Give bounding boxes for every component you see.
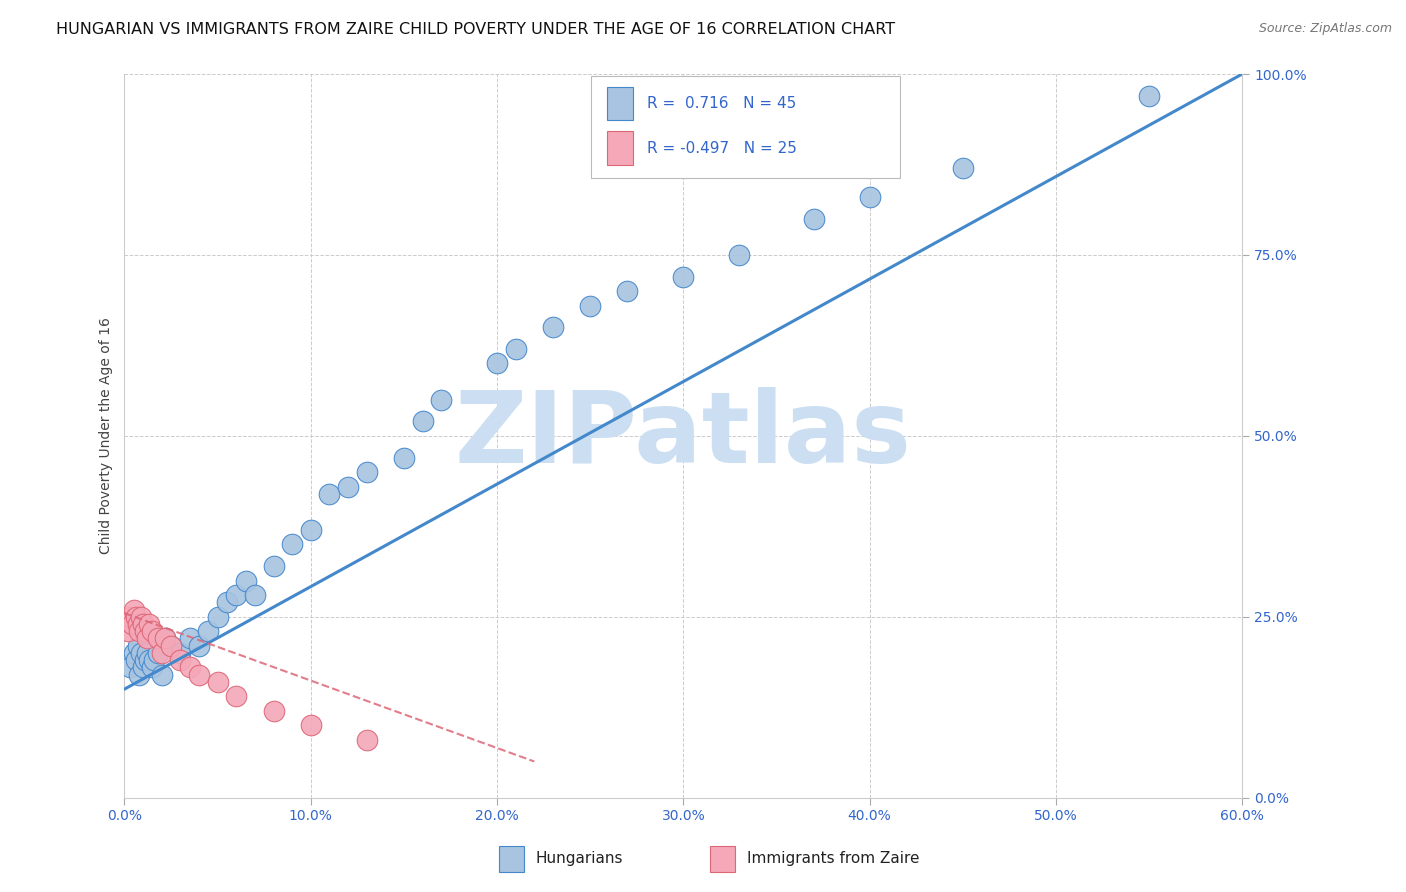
Point (179, 660, 201, 674)
Point (124, 653, 146, 667)
Point (412, 414, 434, 428)
Text: Hungarians: Hungarians (536, 852, 623, 866)
Y-axis label: Child Poverty Under the Age of 16: Child Poverty Under the Age of 16 (100, 318, 114, 554)
Point (146, 646, 169, 660)
Point (134, 624, 156, 639)
Point (132, 617, 155, 632)
Point (146, 632, 169, 646)
Point (188, 639, 211, 653)
Point (150, 667, 173, 681)
Point (138, 617, 160, 632)
Point (129, 646, 152, 660)
Point (134, 653, 156, 667)
Point (127, 617, 149, 632)
Point (803, 211, 825, 226)
Text: R =  0.716   N = 45: R = 0.716 N = 45 (647, 96, 796, 111)
Point (281, 537, 304, 551)
Point (235, 574, 257, 588)
Point (207, 674, 229, 689)
Point (135, 646, 157, 660)
Point (728, 248, 751, 262)
Point (672, 269, 695, 284)
Point (143, 653, 166, 667)
Point (1137, 88, 1160, 103)
Point (486, 356, 509, 370)
Point (263, 559, 285, 574)
Point (141, 624, 163, 639)
Point (150, 646, 173, 660)
Point (579, 299, 602, 313)
Point (141, 660, 163, 674)
Text: HUNGARIAN VS IMMIGRANTS FROM ZAIRE CHILD POVERTY UNDER THE AGE OF 16 CORRELATION: HUNGARIAN VS IMMIGRANTS FROM ZAIRE CHILD… (56, 22, 896, 37)
Point (120, 660, 142, 674)
Point (128, 624, 150, 639)
Point (124, 609, 146, 624)
Point (138, 653, 160, 667)
Point (505, 342, 527, 356)
Point (155, 632, 177, 646)
Point (356, 732, 378, 747)
Point (155, 632, 177, 646)
Point (122, 646, 145, 660)
Point (616, 284, 638, 298)
Point (263, 704, 285, 718)
Point (225, 588, 247, 602)
Point (225, 690, 247, 704)
Point (337, 479, 360, 493)
Point (243, 588, 266, 602)
Point (122, 602, 145, 616)
Point (356, 465, 378, 479)
Point (207, 609, 229, 624)
Point (318, 487, 340, 501)
Text: R = -0.497   N = 25: R = -0.497 N = 25 (647, 141, 797, 155)
Point (129, 609, 152, 624)
Point (188, 667, 211, 681)
Point (160, 639, 183, 653)
Point (179, 632, 201, 646)
Point (541, 320, 564, 334)
Point (952, 161, 974, 175)
Text: Source: ZipAtlas.com: Source: ZipAtlas.com (1258, 22, 1392, 36)
Point (128, 667, 150, 681)
Point (121, 617, 143, 632)
Point (392, 450, 415, 465)
Point (215, 595, 238, 609)
Point (430, 392, 453, 407)
Point (859, 190, 882, 204)
Point (135, 632, 157, 646)
Point (117, 624, 139, 639)
Point (120, 609, 142, 624)
Text: ZIPatlas: ZIPatlas (456, 387, 911, 484)
Point (299, 718, 322, 732)
Point (169, 646, 191, 660)
Point (127, 639, 149, 653)
Point (169, 653, 191, 667)
Point (160, 639, 183, 653)
Point (197, 624, 219, 639)
Text: Immigrants from Zaire: Immigrants from Zaire (747, 852, 920, 866)
Point (132, 660, 155, 674)
Point (299, 523, 322, 537)
